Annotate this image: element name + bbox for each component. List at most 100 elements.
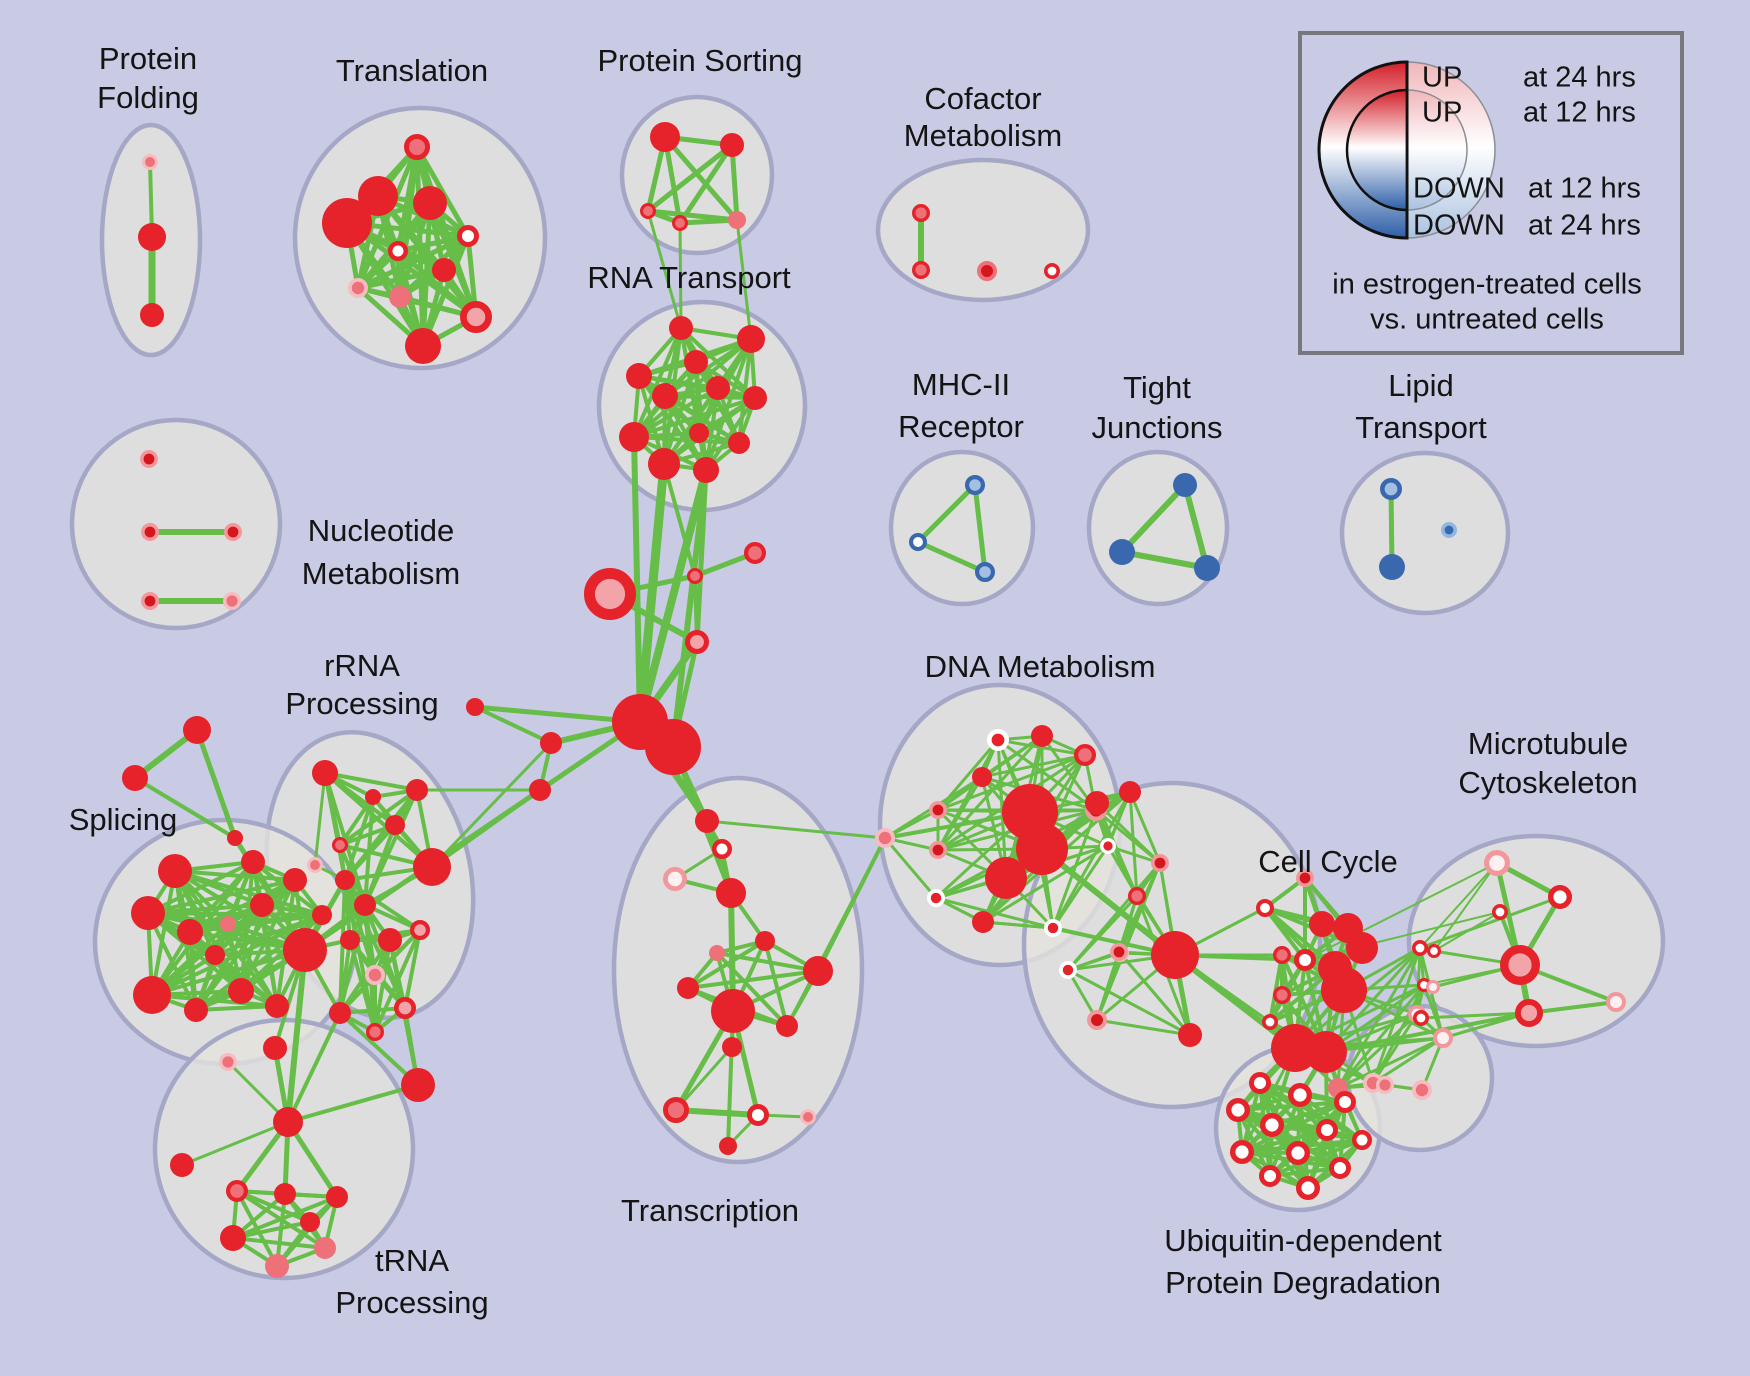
graph-edge <box>323 771 434 869</box>
graph-edge <box>231 1236 327 1250</box>
graph-edge <box>286 1011 342 1124</box>
graph-edge <box>981 920 1055 930</box>
graph-node-ps1 <box>650 122 680 152</box>
legend-half-disk <box>1345 88 1409 212</box>
graph-node-rr8 <box>413 848 451 886</box>
graph-node-cc18 <box>1262 1013 1279 1030</box>
graph-edge <box>694 467 709 645</box>
graph-node-t7 <box>432 258 456 282</box>
cluster-label-tight-junctions-line2: Junctions <box>1092 410 1223 445</box>
graph-node-rt10 <box>728 432 750 454</box>
graph-node-rt7 <box>743 386 767 410</box>
graph-edge <box>632 386 720 439</box>
graph-node-cc10 <box>1309 911 1335 937</box>
graph-edge <box>1095 1018 1192 1037</box>
graph-node-dm3 <box>1073 744 1096 767</box>
cluster-label-cofactor-metabolism-line2: Metabolism <box>904 118 1063 153</box>
graph-node-pf2 <box>138 223 166 251</box>
graph-edge <box>146 860 255 915</box>
graph-node-ub13 <box>1375 1075 1394 1094</box>
graph-node-rr4 <box>331 837 348 854</box>
cluster-label-protein-sorting-line1: Protein Sorting <box>597 43 802 78</box>
graph-edge <box>729 142 740 223</box>
graph-node-rr17 <box>365 1022 384 1041</box>
graph-edge <box>194 1004 279 1012</box>
graph-node-rr7 <box>385 815 405 835</box>
cluster-label-microtubule-cytoskeleton-line2: Cytoskeleton <box>1458 765 1637 800</box>
graph-node-sp13 <box>205 945 225 965</box>
cluster-label-dna-metabolism-line1: DNA Metabolism <box>925 649 1156 684</box>
graph-node-mc7 <box>1514 999 1543 1028</box>
graph-node-rt5 <box>652 383 678 409</box>
cluster-label-ubiquitin-degradation-line2: Protein Degradation <box>1165 1265 1441 1300</box>
cluster-label-mhc-ii-receptor-line1: MHC-II <box>912 367 1010 402</box>
graph-edge <box>785 836 887 1028</box>
cluster-label-microtubule-cytoskeleton-line1: Microtubule <box>1468 726 1628 761</box>
graph-edge <box>1388 486 1395 570</box>
graph-node-sp6 <box>184 998 208 1022</box>
cluster-label-nucleotide-metabolism-line1: Nucleotide <box>308 513 454 548</box>
graph-node-nm4 <box>141 591 160 610</box>
graph-node-tn6 <box>220 1225 246 1251</box>
cluster-ellipse-cofactor-metabolism <box>875 157 1091 303</box>
graph-node-tx15 <box>719 1137 737 1155</box>
cluster-labels: Protein Folding Translation Protein Sorting… <box>69 41 1638 1320</box>
graph-edge <box>1066 968 1192 1037</box>
graph-node-tn2 <box>170 1153 194 1177</box>
graph-edge <box>231 1195 339 1240</box>
graph-edge <box>1419 862 1498 949</box>
cluster-label-rna-transport-line1: RNA Transport <box>587 260 791 295</box>
graph-edge <box>1128 790 1139 898</box>
graph-edge <box>726 1009 735 1148</box>
graph-node-ub1 <box>1248 1071 1271 1094</box>
graph-node-ub6 <box>1315 1118 1338 1141</box>
graph-node-c5 <box>540 732 562 754</box>
graph-node-tx12 <box>662 1096 689 1123</box>
graph-node-tx10 <box>776 1015 798 1037</box>
graph-edge <box>674 1045 734 1112</box>
legend-row-1-direction: UP <box>1422 62 1462 94</box>
graph-node-tn3 <box>225 1179 248 1202</box>
cluster-ellipse-nucleotide-metabolism <box>69 417 283 631</box>
graph-edge <box>1304 862 1498 961</box>
graph-node-cc16 <box>1321 967 1367 1013</box>
graph-node-ub3 <box>1225 1097 1250 1122</box>
graph-node-nm3 <box>224 522 243 541</box>
legend-row-3-time: at 12 hrs <box>1528 173 1641 205</box>
legend-row-4-time: at 24 hrs <box>1528 210 1641 242</box>
graph-node-rt9 <box>689 423 709 443</box>
graph-node-ub10 <box>1328 1156 1351 1179</box>
graph-node-mc6 <box>1499 945 1540 986</box>
graph-node-cf3 <box>977 261 997 281</box>
graph-edge <box>1324 946 1422 1054</box>
graph-node-tn5 <box>326 1186 348 1208</box>
graph-node-mc3 <box>1492 903 1509 920</box>
graph-node-tx13 <box>746 1103 769 1126</box>
graph-node-rr1 <box>312 760 338 786</box>
graph-edge <box>173 869 307 952</box>
graph-node-mh2 <box>909 533 928 552</box>
graph-node-s2 <box>122 765 148 791</box>
graph-edge <box>235 1189 312 1224</box>
graph-node-dmhub <box>1151 931 1199 979</box>
graph-node-rr16 <box>401 1068 435 1102</box>
graph-node-sp3 <box>177 919 203 945</box>
legend-row-4-direction: DOWN <box>1413 210 1505 242</box>
graph-node-rr14 <box>329 1002 351 1024</box>
graph-edge <box>915 482 978 545</box>
graph-node-cc13 <box>1272 946 1291 965</box>
graph-edge <box>1441 1011 1531 1040</box>
cluster-label-rrna-processing-line2: Processing <box>285 686 438 721</box>
graph-node-rr3 <box>406 779 428 801</box>
graph-edge <box>645 142 735 214</box>
graph-node-sp8 <box>265 994 289 1018</box>
graph-edge <box>1240 1128 1329 1154</box>
graph-node-lt1 <box>1380 477 1403 500</box>
cluster-label-splicing-line1: Splicing <box>69 802 178 837</box>
graph-edge <box>662 462 697 578</box>
graph-node-t9 <box>389 286 411 308</box>
graph-node-tx6 <box>709 945 725 961</box>
graph-node-mc1 <box>1483 849 1510 876</box>
graph-node-ub2 <box>1287 1082 1312 1107</box>
